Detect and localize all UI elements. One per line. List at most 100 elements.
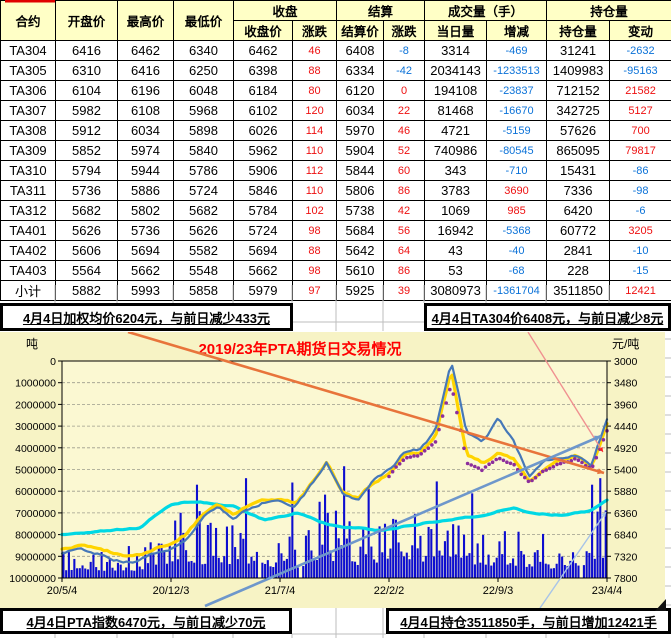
cell[interactable]: TA402: [0, 240, 56, 261]
cell[interactable]: 2841: [546, 240, 611, 261]
cell[interactable]: 6102: [233, 100, 293, 121]
cell[interactable]: 80: [291, 80, 338, 101]
cell[interactable]: 6026: [233, 120, 293, 141]
futures-quote-table[interactable]: 合约 开盘价 最高价 最低价 收盘 结算 成交量（手） 持仓量 收盘价 涨跌 结算价 涨跌 当日量 增减持…: [0, 0, 671, 301]
cell[interactable]: 3690: [486, 180, 548, 201]
cell[interactable]: 5944: [117, 160, 174, 181]
cell[interactable]: 0: [383, 80, 426, 101]
cell[interactable]: 5694: [117, 240, 174, 261]
weighted-average-banner[interactable]: 4月4日加权均价6204元，与前日减少433元: [0, 303, 293, 331]
cell[interactable]: 5962: [233, 140, 293, 161]
cell[interactable]: 5682: [173, 200, 234, 221]
cell[interactable]: 112: [291, 160, 338, 181]
cell[interactable]: 6120: [336, 80, 385, 101]
cell[interactable]: 6420: [546, 200, 611, 221]
cell[interactable]: 6416: [55, 40, 118, 61]
cell[interactable]: 5626: [55, 220, 118, 241]
cell[interactable]: 81468: [424, 100, 488, 121]
cell[interactable]: 6334: [336, 60, 385, 81]
cell[interactable]: 5840: [173, 140, 234, 161]
cell[interactable]: -86: [609, 160, 671, 181]
cell[interactable]: 小计: [0, 280, 56, 301]
cell[interactable]: 60: [383, 160, 426, 181]
pta-daily-trading-chart[interactable]: 2019/23年PTA期货日交易情况 吨 元/吨 10000000 7800 900…: [0, 332, 665, 608]
cell[interactable]: 6408: [336, 40, 385, 61]
cell[interactable]: 5898: [173, 120, 234, 141]
cell[interactable]: -95163: [609, 60, 671, 81]
cell[interactable]: 3080973: [424, 280, 488, 301]
cell[interactable]: -469: [486, 40, 548, 61]
cell[interactable]: 5642: [336, 240, 385, 261]
cell[interactable]: TA308: [0, 120, 56, 141]
cell[interactable]: 194108: [424, 80, 488, 101]
cell[interactable]: 228: [546, 260, 611, 281]
cell[interactable]: 57626: [546, 120, 611, 141]
cell[interactable]: 114: [291, 120, 338, 141]
cell[interactable]: 5846: [233, 180, 293, 201]
pta-index-banner[interactable]: 4月4日PTA指数6470元，与前日减少70元: [0, 608, 292, 634]
cell[interactable]: -42: [383, 60, 426, 81]
cell[interactable]: -10: [609, 240, 671, 261]
cell[interactable]: -40: [486, 240, 548, 261]
cell[interactable]: 5724: [233, 220, 293, 241]
cell[interactable]: 5736: [117, 220, 174, 241]
cell[interactable]: 1409983: [546, 60, 611, 81]
cell[interactable]: 12421: [609, 280, 671, 301]
cell[interactable]: 5736: [55, 180, 118, 201]
cell[interactable]: 110: [291, 140, 338, 161]
cell[interactable]: 6034: [336, 100, 385, 121]
cell[interactable]: TA305: [0, 60, 56, 81]
cell[interactable]: 343: [424, 160, 488, 181]
sub-header[interactable]: 结算价: [336, 20, 385, 41]
cell[interactable]: 5970: [336, 120, 385, 141]
cell[interactable]: 110: [291, 180, 338, 201]
cell[interactable]: 3314: [424, 40, 488, 61]
cell[interactable]: 5582: [173, 240, 234, 261]
cell[interactable]: TA304: [0, 40, 56, 61]
cell[interactable]: 5912: [55, 120, 118, 141]
cell[interactable]: -15: [609, 260, 671, 281]
cell[interactable]: 5882: [55, 280, 118, 301]
cell[interactable]: -80545: [486, 140, 548, 161]
cell[interactable]: 6462: [233, 40, 293, 61]
cell[interactable]: 22: [383, 100, 426, 121]
cell[interactable]: 6184: [233, 80, 293, 101]
cell[interactable]: 5806: [336, 180, 385, 201]
cell[interactable]: TA309: [0, 140, 56, 161]
cell[interactable]: 740986: [424, 140, 488, 161]
cell[interactable]: 16942: [424, 220, 488, 241]
cell[interactable]: 42: [383, 200, 426, 221]
cell[interactable]: 88: [291, 240, 338, 261]
cell[interactable]: 21582: [609, 80, 671, 101]
cell[interactable]: 52: [383, 140, 426, 161]
cell[interactable]: 1069: [424, 200, 488, 221]
cell[interactable]: 6034: [117, 120, 174, 141]
group-header[interactable]: 成交量（手）: [424, 0, 548, 21]
cell[interactable]: 102: [291, 200, 338, 221]
cell[interactable]: 5968: [173, 100, 234, 121]
cell[interactable]: -5368: [486, 220, 548, 241]
cell[interactable]: TA307: [0, 100, 56, 121]
cell[interactable]: 46: [291, 40, 338, 61]
cell[interactable]: 5626: [173, 220, 234, 241]
cell[interactable]: 5904: [336, 140, 385, 161]
cell[interactable]: 5844: [336, 160, 385, 181]
column-header[interactable]: 合约: [0, 0, 56, 41]
column-header[interactable]: 最低价: [173, 0, 234, 41]
cell[interactable]: 5662: [233, 260, 293, 281]
cell[interactable]: 5886: [117, 180, 174, 201]
sub-header[interactable]: 涨跌: [383, 20, 426, 41]
cell[interactable]: 79817: [609, 140, 671, 161]
cell[interactable]: -2632: [609, 40, 671, 61]
cell[interactable]: 6462: [117, 40, 174, 61]
cell[interactable]: 97: [291, 280, 338, 301]
cell[interactable]: 6048: [173, 80, 234, 101]
cell[interactable]: 6340: [173, 40, 234, 61]
cell[interactable]: TA310: [0, 160, 56, 181]
cell[interactable]: 5802: [117, 200, 174, 221]
cell[interactable]: 39: [383, 280, 426, 301]
cell[interactable]: 3205: [609, 220, 671, 241]
cell[interactable]: TA403: [0, 260, 56, 281]
ta304-price-banner[interactable]: 4月4日TA304价6408元，与前日减少8元: [424, 303, 671, 331]
cell[interactable]: 3511850: [546, 280, 611, 301]
